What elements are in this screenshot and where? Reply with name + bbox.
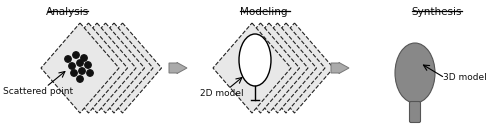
Text: Modeling: Modeling (240, 7, 288, 17)
Circle shape (69, 63, 75, 69)
Polygon shape (213, 23, 291, 113)
Circle shape (77, 60, 83, 66)
Polygon shape (222, 23, 300, 113)
Circle shape (79, 68, 85, 74)
FancyBboxPatch shape (410, 102, 420, 122)
Text: Synthesis: Synthesis (412, 7, 462, 17)
Text: Analysis: Analysis (46, 7, 90, 17)
Polygon shape (66, 23, 144, 113)
Ellipse shape (239, 34, 271, 86)
Circle shape (73, 52, 79, 58)
Text: 2D model: 2D model (200, 89, 244, 98)
Polygon shape (41, 23, 119, 113)
Polygon shape (230, 23, 308, 113)
Polygon shape (50, 23, 128, 113)
Polygon shape (169, 62, 187, 73)
Polygon shape (75, 23, 153, 113)
Text: Scattered point: Scattered point (3, 87, 73, 96)
Text: 3D model: 3D model (443, 72, 487, 81)
Circle shape (71, 70, 77, 76)
Circle shape (87, 70, 93, 76)
Polygon shape (84, 23, 162, 113)
Circle shape (65, 56, 71, 62)
Polygon shape (256, 23, 334, 113)
Polygon shape (58, 23, 136, 113)
Circle shape (85, 62, 91, 68)
Polygon shape (238, 23, 316, 113)
Ellipse shape (395, 43, 435, 103)
Polygon shape (247, 23, 325, 113)
Circle shape (81, 55, 87, 61)
Circle shape (77, 76, 83, 82)
Polygon shape (331, 62, 349, 73)
